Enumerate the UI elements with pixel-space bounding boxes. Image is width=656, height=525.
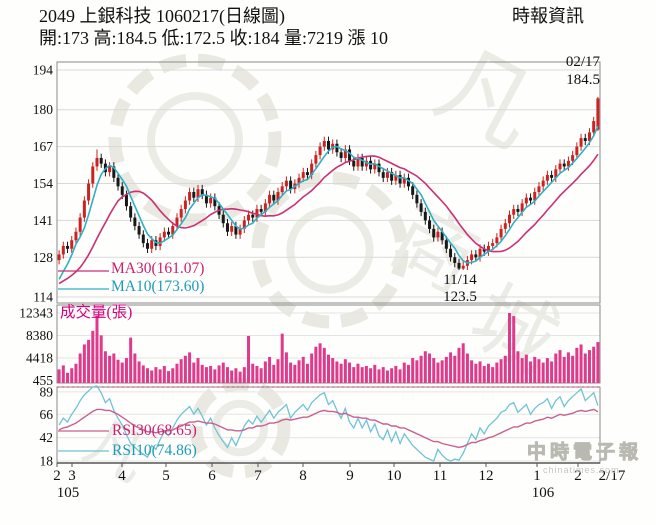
volume-bars bbox=[57, 313, 600, 383]
svg-text:180: 180 bbox=[33, 102, 54, 117]
svg-text:89: 89 bbox=[40, 384, 54, 399]
ma30-line bbox=[58, 153, 599, 285]
data-source-label: 時報資訊 bbox=[512, 6, 584, 26]
svg-text:9: 9 bbox=[346, 468, 354, 484]
svg-text:4418: 4418 bbox=[26, 350, 53, 365]
svg-text:105: 105 bbox=[57, 485, 80, 501]
svg-text:6: 6 bbox=[208, 468, 216, 484]
svg-text:194: 194 bbox=[33, 63, 54, 78]
chart-title: 2049 上銀科技 1060217(日線圖) bbox=[39, 6, 285, 26]
ma10-legend: MA10(173.60) bbox=[111, 278, 205, 295]
legend-leader-lines bbox=[58, 270, 109, 452]
svg-text:1: 1 bbox=[533, 468, 541, 484]
svg-text:5: 5 bbox=[162, 468, 170, 484]
svg-text:8: 8 bbox=[299, 468, 307, 484]
svg-text:154: 154 bbox=[33, 176, 54, 191]
svg-text:455: 455 bbox=[33, 373, 54, 388]
svg-text:12: 12 bbox=[479, 468, 494, 484]
latest-date-annotation: 02/17 bbox=[565, 54, 600, 70]
svg-text:128: 128 bbox=[33, 250, 54, 265]
volume-pane-title: 成交量(張) bbox=[60, 304, 133, 321]
svg-text:3: 3 bbox=[68, 468, 76, 484]
svg-text:4: 4 bbox=[118, 468, 126, 484]
site-watermark-url: chinatimes.com bbox=[543, 465, 620, 475]
pane-borders bbox=[56, 61, 601, 464]
svg-text:18: 18 bbox=[40, 454, 54, 469]
ma30-legend: MA30(161.07) bbox=[111, 260, 205, 277]
svg-text:2/17: 2/17 bbox=[599, 468, 626, 484]
rsi30-line bbox=[58, 408, 599, 449]
latest-high-annotation: 184.5 bbox=[566, 72, 600, 88]
low-price-annotation: 123.5 bbox=[443, 289, 477, 305]
svg-text:10: 10 bbox=[387, 468, 402, 484]
svg-text:42: 42 bbox=[40, 430, 54, 445]
rsi30-legend: RSI30(68.65) bbox=[112, 422, 197, 439]
ma10-line bbox=[58, 125, 599, 280]
svg-text:凡: 凡 bbox=[420, 30, 554, 168]
svg-text:12343: 12343 bbox=[19, 306, 53, 321]
rsi10-legend: RSI10(74.86) bbox=[112, 442, 197, 459]
ohlc-quote-line: 開:173 高:184.5 低:172.5 收:184 量:7219 漲 10 bbox=[39, 28, 389, 48]
svg-text:7: 7 bbox=[254, 468, 262, 484]
svg-text:167: 167 bbox=[33, 139, 54, 154]
axis-labels: 1941801671541411281141234383804418455896… bbox=[19, 63, 626, 502]
svg-text:2: 2 bbox=[574, 468, 582, 484]
svg-text:11: 11 bbox=[433, 468, 447, 484]
svg-text:114: 114 bbox=[33, 290, 53, 305]
low-date-annotation: 11/14 bbox=[443, 272, 477, 288]
svg-text:141: 141 bbox=[33, 213, 53, 228]
rsi10-line bbox=[58, 385, 599, 462]
svg-text:2: 2 bbox=[53, 468, 61, 484]
site-watermark: 中時電子報 bbox=[527, 442, 643, 463]
svg-text:8380: 8380 bbox=[26, 328, 53, 343]
candlesticks bbox=[57, 96, 600, 271]
svg-text:106: 106 bbox=[532, 485, 555, 501]
svg-text:66: 66 bbox=[40, 407, 54, 422]
